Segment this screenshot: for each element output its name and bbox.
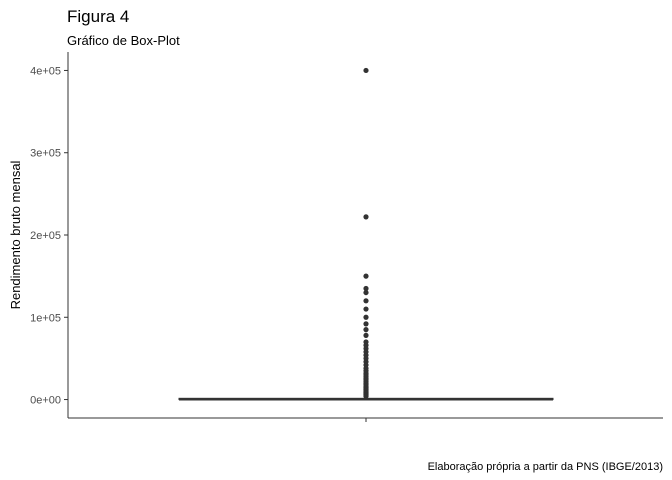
y-tick-label: 0e+00 [30,395,61,407]
outlier-points [363,67,369,399]
outlier-point [363,67,369,74]
outlier-point [363,332,369,338]
y-axis-ticks: 0e+00 1e+05 2e+05 3e+05 4e+05 [30,65,68,407]
outlier-point [363,314,369,320]
outlier-point [363,289,369,296]
outlier-point [363,298,369,304]
chart-subtitle: Gráfico de Box-Plot [67,33,180,48]
y-axis-label: Rendimento bruto mensal [8,160,23,309]
chart-title: Figura 4 [67,7,129,26]
outlier-point [363,393,369,399]
y-tick-label: 2e+05 [30,230,61,242]
outlier-point [363,306,369,312]
y-tick-label: 4e+05 [30,65,61,77]
chart-caption: Elaboração própria a partir da PNS (IBGE… [428,461,663,473]
outlier-point [363,273,369,279]
outlier-point [363,285,369,292]
outlier-point [363,214,369,220]
y-tick-label: 3e+05 [30,148,61,160]
outlier-point [363,327,369,333]
outlier-point [363,321,369,327]
y-tick-label: 1e+05 [30,312,61,324]
